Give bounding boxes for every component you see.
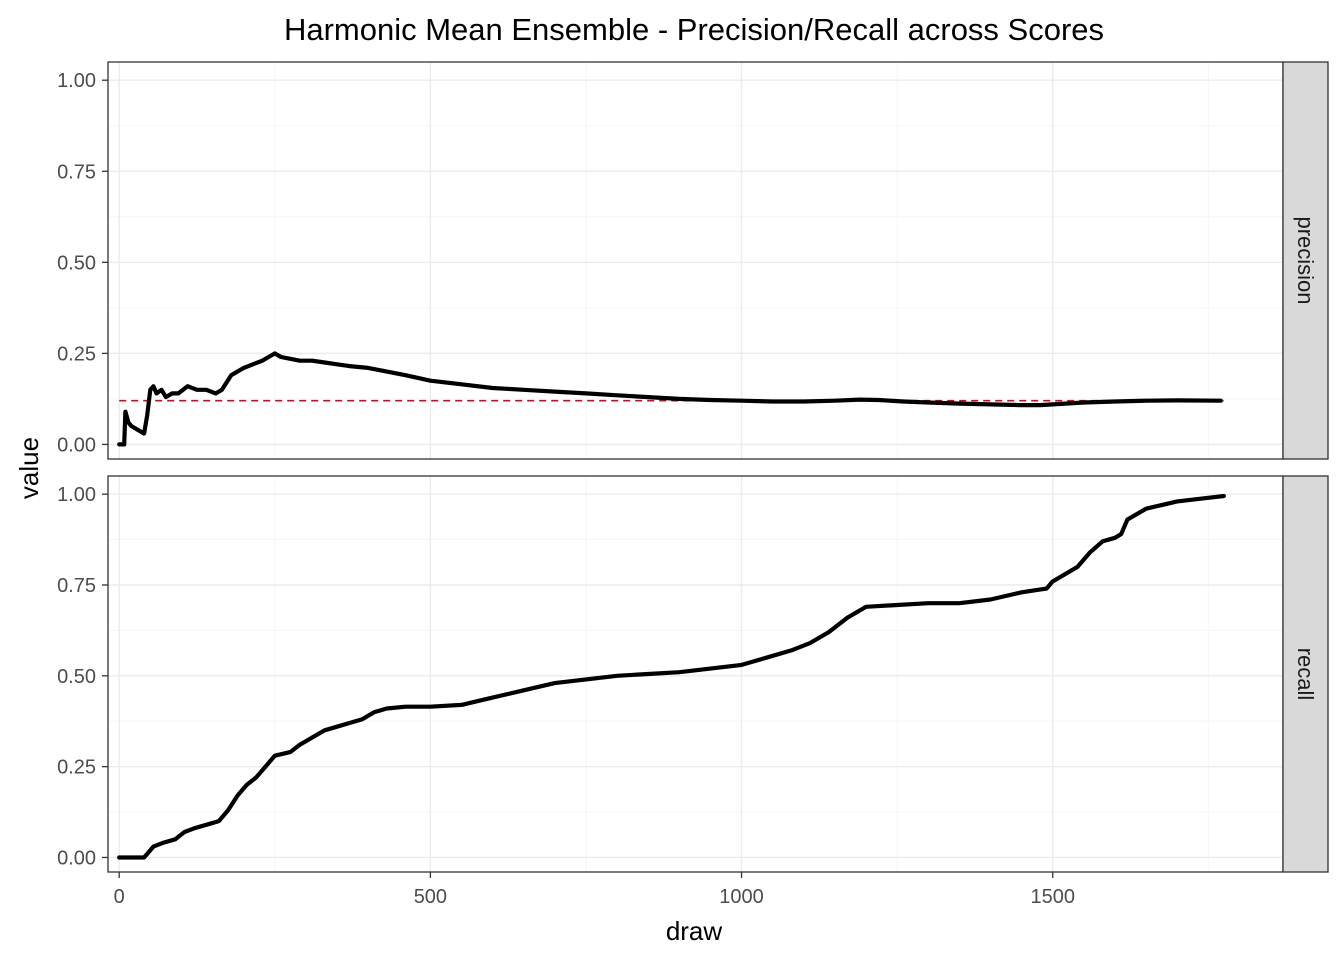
y-axis-title: value <box>14 437 44 499</box>
y-tick-label: 0.25 <box>57 757 96 779</box>
y-tick-label: 0.75 <box>57 161 96 183</box>
x-axis: 0 500 1000 1500 <box>114 872 1075 908</box>
facet-strip <box>1282 61 1329 460</box>
facet-panel-recall: 0.00 0.25 0.50 0.75 1.00 recall <box>57 475 1329 873</box>
y-tick-label: 0.75 <box>57 575 96 597</box>
x-tick-label: 500 <box>414 886 447 908</box>
y-tick-label: 0.25 <box>57 343 96 365</box>
y-tick-label: 0.00 <box>57 434 96 456</box>
facet-strip-label: recall <box>1293 648 1318 701</box>
x-tick-label: 0 <box>114 886 125 908</box>
recall-line <box>117 493 1227 860</box>
y-tick-label: 1.00 <box>57 70 96 92</box>
facet-panels: 0.00 0.25 0.50 0.75 1.00 precision 0.00 0.25 0.5… <box>57 61 1329 873</box>
facet-panel-precision: 0.00 0.25 0.50 0.75 1.00 precision <box>57 61 1329 460</box>
y-tick-label: 0.00 <box>57 847 96 869</box>
y-tick-label: 1.00 <box>57 484 96 506</box>
facet-strip-label: precision <box>1293 216 1318 304</box>
x-tick-label: 1000 <box>719 886 764 908</box>
y-tick-label: 0.50 <box>57 252 96 274</box>
y-tick-label: 0.50 <box>57 666 96 688</box>
facet-strip <box>1282 475 1329 873</box>
x-tick-label: 1500 <box>1030 886 1075 908</box>
x-axis-title: draw <box>666 916 723 946</box>
chart-title: Harmonic Mean Ensemble - Precision/Recal… <box>284 12 1104 47</box>
panel-border <box>107 475 1284 873</box>
precision-line <box>117 351 1223 447</box>
